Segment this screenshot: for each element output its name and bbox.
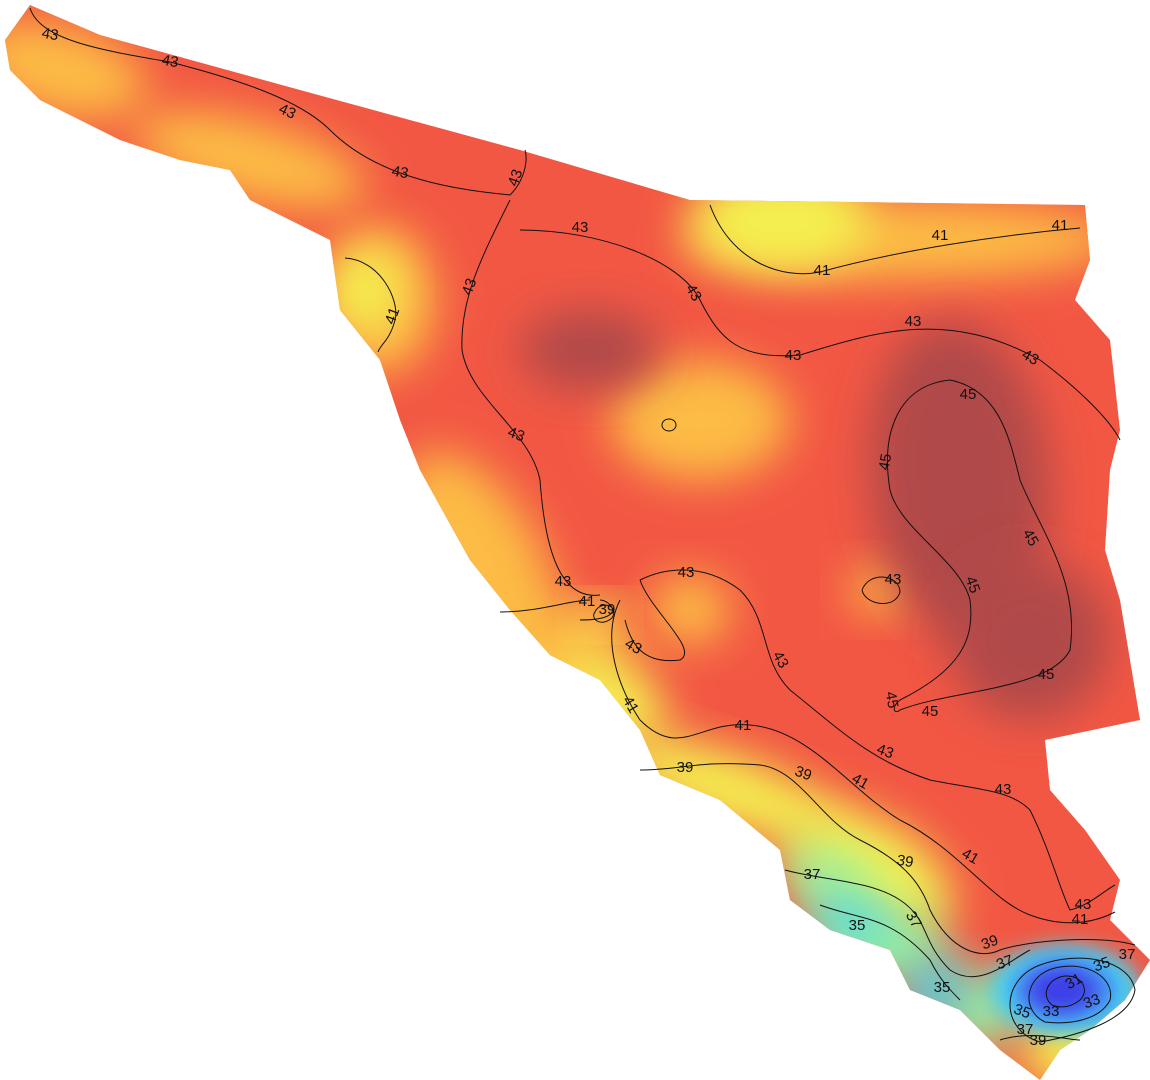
contour-label: 43 [682, 281, 705, 304]
contour-line [887, 379, 1072, 713]
contour-label: 45 [1038, 666, 1055, 683]
contour-label: 41 [735, 717, 752, 734]
contour-label: 43 [160, 52, 179, 72]
contour-label: 41 [959, 845, 982, 868]
contour-label: 37 [804, 866, 821, 883]
fill-zone [330, 250, 400, 330]
contour-line [593, 604, 615, 623]
contour-line [639, 763, 1136, 955]
contour-label: 41 [382, 305, 404, 326]
contour-line [784, 869, 1031, 978]
contour-label: 45 [960, 386, 977, 403]
contour-label: 43 [622, 635, 645, 658]
contour-label: 39 [677, 759, 694, 776]
fill-zone [133, 110, 367, 210]
fill-zone [650, 575, 730, 645]
contour-line [1045, 975, 1085, 1008]
contour-label: 43 [905, 313, 922, 330]
contour-label: 43 [874, 741, 895, 763]
contour-label: 43 [390, 163, 409, 183]
contour-label: 39 [599, 601, 616, 618]
contour-label: 45 [1019, 526, 1042, 549]
contour-line [1009, 957, 1136, 1043]
contour-label: 43 [505, 167, 527, 188]
contour-label: 43 [572, 219, 589, 236]
contour-line [999, 1035, 1081, 1041]
contour-label: 43 [769, 648, 792, 671]
contour-line [1028, 965, 1112, 1024]
contour-label: 37 [994, 952, 1015, 974]
contour-label: 45 [962, 574, 984, 595]
fill-zone [616, 737, 844, 843]
fill-zone [781, 847, 879, 913]
contour-line [344, 257, 397, 353]
contour-line [499, 599, 1116, 924]
contour-line [29, 7, 527, 196]
contour-label: 43 [40, 25, 59, 45]
fill-zone [520, 310, 660, 390]
contour-label: 41 [1052, 217, 1069, 234]
contour-label: 39 [1030, 1032, 1047, 1049]
contour-label: 43 [276, 100, 298, 122]
contour-label: 43 [1019, 346, 1042, 369]
contour-label: 41 [579, 593, 596, 610]
contour-line [461, 199, 601, 596]
contour-label: 43 [505, 424, 526, 446]
contour-label: 45 [876, 452, 896, 471]
contour-lines [29, 7, 1136, 1043]
contour-line [709, 204, 1081, 275]
fill-zone [869, 320, 1051, 640]
contour-label: 41 [619, 693, 642, 716]
contour-label: 33 [1043, 1003, 1060, 1020]
contour-label: 35 [849, 917, 866, 934]
contour-label: 43 [678, 564, 695, 581]
contour-label: 37 [1017, 1021, 1034, 1038]
contour-label: 35 [934, 979, 951, 996]
contour-label: 43 [885, 571, 902, 588]
fill-zone [578, 600, 622, 630]
contour-line [519, 229, 1121, 441]
contour-label: 35 [1091, 954, 1112, 976]
contour-line [819, 904, 961, 1001]
contour-label: 35 [1011, 1001, 1032, 1023]
contour-label: 45 [922, 703, 939, 720]
contour-label: 45 [882, 690, 902, 709]
contour-label: 43 [555, 573, 572, 590]
contour-label: 43 [785, 347, 802, 364]
contour-label: 33 [1081, 991, 1102, 1013]
contour-label: 43 [459, 276, 481, 297]
contour-label: 31 [1062, 970, 1085, 993]
contour-line [661, 418, 677, 432]
contour-labels: 43 43 43 43 43 43 43 43 43 43 43 43 43 43 43 43 43 43 43 43… [40, 25, 1135, 1049]
contour-label: 41 [814, 262, 831, 279]
contour-label: 39 [979, 932, 1000, 954]
contour-label: 39 [895, 852, 914, 872]
fill-zone [950, 560, 1110, 720]
contour-label: 39 [792, 763, 813, 785]
contour-label: 43 [995, 781, 1012, 798]
fill-zone [610, 360, 790, 480]
contour-label: 41 [849, 770, 872, 793]
contour-label: 43 [1075, 896, 1092, 913]
contour-label: 41 [1072, 911, 1089, 928]
contour-label: 37 [1119, 946, 1136, 963]
contour-label: 37 [902, 908, 925, 931]
contour-line [639, 569, 1116, 911]
contour-line [624, 579, 686, 662]
fill-zone [400, 451, 560, 669]
contour-label: 41 [932, 227, 949, 244]
contour-line [861, 576, 901, 605]
